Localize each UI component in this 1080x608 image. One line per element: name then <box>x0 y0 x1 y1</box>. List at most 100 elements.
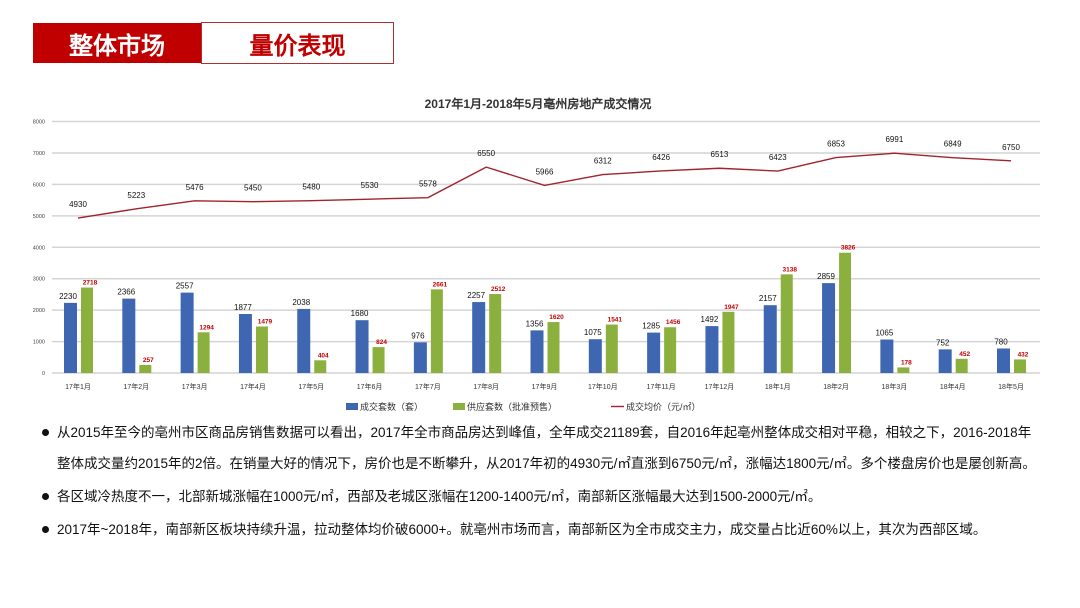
price-data-label: 5480 <box>302 183 320 192</box>
x-tick-label: 17年7月 <box>415 382 441 391</box>
price-data-label: 6426 <box>652 153 670 162</box>
y-tick-label: 6000 <box>33 182 45 188</box>
x-tick-label: 18年2月 <box>823 382 849 391</box>
bar-deals <box>413 342 427 373</box>
deals-data-label: 1680 <box>351 309 369 318</box>
bar-supply <box>255 326 268 373</box>
deals-data-label: 1492 <box>701 315 719 324</box>
x-tick-label: 17年2月 <box>123 382 149 391</box>
price-data-label: 6513 <box>711 150 729 159</box>
bar-deals <box>355 320 369 373</box>
deals-data-label: 2038 <box>292 298 310 307</box>
price-line <box>77 152 1012 219</box>
supply-data-label: 178 <box>901 359 912 366</box>
supply-data-label: 824 <box>376 339 387 346</box>
deals-data-label: 2230 <box>59 292 77 301</box>
deals-data-label: 1877 <box>234 303 252 312</box>
bar-supply <box>722 311 735 373</box>
bar-supply <box>955 358 968 373</box>
price-data-label: 6849 <box>944 140 962 149</box>
x-tick-label: 17年5月 <box>298 382 324 391</box>
supply-data-label: 1541 <box>608 317 623 324</box>
supply-data-label: 257 <box>143 357 154 364</box>
chart-legend: 成交套数（套） 供应套数（批准预售） 成交均价（元/㎡） <box>346 401 701 412</box>
legend-label-supply: 供应套数（批准预售） <box>467 401 557 412</box>
price-data-label: 5578 <box>419 180 437 189</box>
bar-supply <box>314 360 327 373</box>
bar-supply <box>605 324 618 373</box>
bullet-item: 2017年~2018年，南部新区板块持续升温，拉动整体均价破6000+。就亳州市… <box>40 514 1040 545</box>
legend-label-price: 成交均价（元/㎡） <box>626 401 701 412</box>
price-data-label: 5223 <box>127 191 145 200</box>
x-tick-label: 17年6月 <box>357 382 383 391</box>
bar-supply <box>839 252 852 373</box>
bar-supply <box>664 327 677 373</box>
bullet-item: 从2015年至今的亳州市区商品房销售数据可以看出，2017年全市商品房达到峰值，… <box>40 417 1040 479</box>
x-tick-label: 17年1月 <box>65 382 91 391</box>
bar-deals <box>530 330 544 373</box>
bar-deals <box>238 313 252 373</box>
supply-data-label: 1456 <box>666 319 681 326</box>
price-data-label: 5966 <box>536 167 554 176</box>
bar-deals <box>297 308 311 373</box>
supply-data-label: 1620 <box>549 314 564 321</box>
deals-data-label: 2157 <box>759 294 777 303</box>
x-tick-label: 18年4月 <box>940 382 966 391</box>
supply-data-label: 3826 <box>841 245 856 252</box>
bar-deals <box>647 332 661 373</box>
x-tick-label: 17年11月 <box>647 382 676 391</box>
bar-deals <box>822 283 836 373</box>
supply-data-label: 3138 <box>783 266 798 273</box>
bar-deals <box>880 339 894 373</box>
supply-data-label: 432 <box>1018 351 1029 358</box>
y-tick-label: 4000 <box>33 245 45 251</box>
supply-data-label: 1947 <box>724 304 739 311</box>
x-tick-label: 18年1月 <box>765 382 791 391</box>
deals-data-label: 780 <box>994 337 1008 346</box>
deals-data-label: 752 <box>936 338 950 347</box>
supply-data-label: 1294 <box>199 324 214 331</box>
x-tick-label: 17年3月 <box>182 382 208 391</box>
bar-deals <box>763 305 777 373</box>
supply-data-label: 404 <box>318 352 329 359</box>
section-tab: 整体市场 <box>33 23 201 63</box>
supply-data-label: 2718 <box>83 280 98 287</box>
x-tick-label: 17年10月 <box>588 382 618 391</box>
price-data-label: 6991 <box>885 135 903 144</box>
x-tick-label: 17年9月 <box>532 382 558 391</box>
price-data-label: 5450 <box>244 184 262 193</box>
deals-data-label: 1065 <box>875 329 893 338</box>
supply-data-label: 452 <box>959 351 970 358</box>
y-tick-label: 1000 <box>33 340 45 346</box>
x-tick-label: 17年12月 <box>705 382 735 391</box>
price-data-label: 6423 <box>769 153 787 162</box>
bar-deals <box>997 348 1010 373</box>
bar-supply <box>780 274 793 373</box>
bar-deals <box>938 349 952 373</box>
price-data-label: 6312 <box>594 157 612 166</box>
legend-label-deals: 成交套数（套） <box>360 401 423 412</box>
bar-deals <box>122 298 136 373</box>
deals-data-label: 2257 <box>467 291 485 300</box>
y-tick-label: 0 <box>42 371 45 377</box>
deals-data-label: 2557 <box>176 282 194 291</box>
bar-deals <box>180 292 194 373</box>
transaction-chart: 2017年1月-2018年5月亳州房地产成交情况 0 1000 2000 3000 40… <box>33 96 1040 412</box>
price-data-label: 6853 <box>827 140 845 149</box>
bar-supply <box>897 367 910 373</box>
supply-data-label: 2512 <box>491 286 506 293</box>
x-tick-label: 17年8月 <box>473 382 499 391</box>
deals-data-label: 2366 <box>117 288 135 297</box>
bar-supply <box>547 322 560 373</box>
price-data-label: 4930 <box>69 200 87 209</box>
bar-deals <box>705 326 719 373</box>
bullet-item: 各区域冷热度不一，北部新城涨幅在1000元/㎡，西部及老城区涨幅在1200-14… <box>40 481 1040 512</box>
bar-supply <box>372 347 385 373</box>
bar-supply <box>430 289 443 373</box>
price-data-label: 5530 <box>361 181 379 190</box>
supply-data-label: 1479 <box>258 319 273 326</box>
price-data-label: 5476 <box>186 183 204 192</box>
y-tick-label: 3000 <box>33 277 45 283</box>
y-tick-label: 2000 <box>33 308 45 314</box>
bar-deals <box>588 339 602 373</box>
